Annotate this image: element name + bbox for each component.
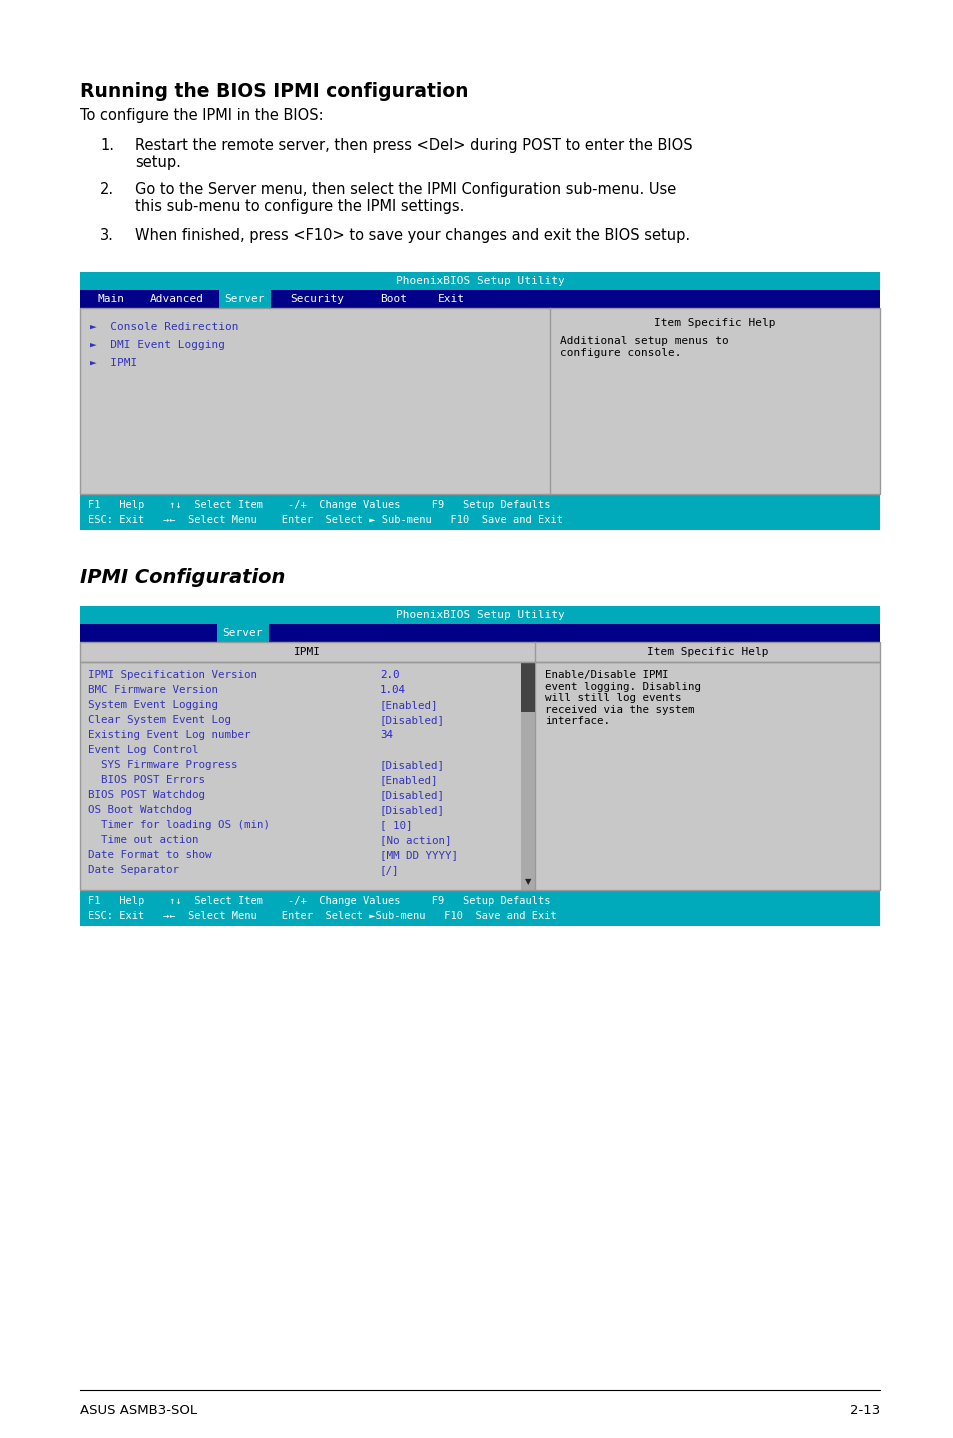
Text: Advanced: Advanced: [150, 293, 204, 303]
Text: Boot: Boot: [379, 293, 407, 303]
Text: Item Specific Help: Item Specific Help: [654, 318, 775, 328]
Text: Main: Main: [98, 293, 125, 303]
Text: Existing Event Log number: Existing Event Log number: [88, 731, 251, 741]
Text: 3.: 3.: [100, 229, 113, 243]
Text: [No action]: [No action]: [379, 835, 451, 846]
Text: F1   Help    ↑↓  Select Item    -/+  Change Values     F9   Setup Defaults: F1 Help ↑↓ Select Item -/+ Change Values…: [88, 500, 550, 510]
Text: F1   Help    ↑↓  Select Item    -/+  Change Values     F9   Setup Defaults: F1 Help ↑↓ Select Item -/+ Change Values…: [88, 896, 550, 906]
Text: IPMI Specification Version: IPMI Specification Version: [88, 670, 256, 680]
Text: Server: Server: [225, 293, 265, 303]
Text: Go to the Server menu, then select the IPMI Configuration sub-menu. Use
this sub: Go to the Server menu, then select the I…: [135, 183, 676, 214]
Bar: [80, 272, 879, 290]
Text: [Disabled]: [Disabled]: [379, 789, 444, 800]
Bar: [80, 605, 879, 624]
Text: BMC Firmware Version: BMC Firmware Version: [88, 684, 218, 695]
Text: [/]: [/]: [379, 866, 399, 874]
Text: [Enabled]: [Enabled]: [379, 700, 438, 710]
Bar: [80, 641, 879, 661]
Bar: [80, 495, 879, 531]
Text: BIOS POST Errors: BIOS POST Errors: [88, 775, 205, 785]
Text: ►  DMI Event Logging: ► DMI Event Logging: [90, 339, 225, 349]
Text: ▼: ▼: [524, 877, 531, 886]
Text: Server: Server: [222, 628, 263, 638]
Text: Security: Security: [290, 293, 344, 303]
Text: To configure the IPMI in the BIOS:: To configure the IPMI in the BIOS:: [80, 108, 323, 124]
Text: 2-13: 2-13: [849, 1403, 879, 1416]
Bar: [80, 290, 879, 308]
Text: When finished, press <F10> to save your changes and exit the BIOS setup.: When finished, press <F10> to save your …: [135, 229, 689, 243]
Text: PhoenixBIOS Setup Utility: PhoenixBIOS Setup Utility: [395, 610, 564, 620]
Bar: [219, 290, 271, 308]
Text: Event Log Control: Event Log Control: [88, 745, 198, 755]
Text: 2.0: 2.0: [379, 670, 399, 680]
Bar: [216, 624, 269, 641]
Bar: [80, 308, 879, 495]
Text: Date Format to show: Date Format to show: [88, 850, 212, 860]
Text: [Disabled]: [Disabled]: [379, 761, 444, 769]
Text: IPMI Configuration: IPMI Configuration: [80, 568, 285, 587]
Text: IPMI: IPMI: [294, 647, 320, 657]
Bar: [80, 641, 879, 661]
Text: [MM DD YYYY]: [MM DD YYYY]: [379, 850, 457, 860]
Text: 1.: 1.: [100, 138, 113, 152]
Text: ►  IPMI: ► IPMI: [90, 358, 137, 368]
Text: SYS Firmware Progress: SYS Firmware Progress: [88, 761, 237, 769]
Text: Date Separator: Date Separator: [88, 866, 179, 874]
Text: [Disabled]: [Disabled]: [379, 805, 444, 815]
Text: System Event Logging: System Event Logging: [88, 700, 218, 710]
Text: Time out action: Time out action: [88, 835, 198, 846]
Text: Exit: Exit: [437, 293, 464, 303]
Text: ESC: Exit   →←  Select Menu    Enter  Select ► Sub-menu   F10  Save and Exit: ESC: Exit →← Select Menu Enter Select ► …: [88, 515, 562, 525]
Text: Restart the remote server, then press <Del> during POST to enter the BIOS
setup.: Restart the remote server, then press <D…: [135, 138, 692, 170]
Text: BIOS POST Watchdog: BIOS POST Watchdog: [88, 789, 205, 800]
Text: [Enabled]: [Enabled]: [379, 775, 438, 785]
Bar: [80, 308, 879, 495]
Bar: [520, 661, 535, 712]
Text: 2.: 2.: [100, 183, 114, 197]
Text: Item Specific Help: Item Specific Help: [646, 647, 767, 657]
Text: Timer for loading OS (min): Timer for loading OS (min): [88, 820, 270, 830]
Text: PhoenixBIOS Setup Utility: PhoenixBIOS Setup Utility: [395, 276, 564, 286]
Text: OS Boot Watchdog: OS Boot Watchdog: [88, 805, 192, 815]
Text: 34: 34: [379, 731, 393, 741]
Text: ►  Console Redirection: ► Console Redirection: [90, 322, 238, 332]
Text: 1.04: 1.04: [379, 684, 406, 695]
Text: Clear System Event Log: Clear System Event Log: [88, 715, 231, 725]
Text: [Disabled]: [Disabled]: [379, 715, 444, 725]
Bar: [520, 661, 535, 890]
Text: Additional setup menus to
configure console.: Additional setup menus to configure cons…: [559, 336, 728, 358]
Bar: [80, 661, 879, 890]
Text: [ 10]: [ 10]: [379, 820, 412, 830]
Bar: [80, 890, 879, 926]
Text: Enable/Disable IPMI
event logging. Disabling
will still log events
received via : Enable/Disable IPMI event logging. Disab…: [544, 670, 700, 726]
Text: Running the BIOS IPMI configuration: Running the BIOS IPMI configuration: [80, 82, 468, 101]
Bar: [80, 624, 879, 641]
Text: ESC: Exit   →←  Select Menu    Enter  Select ►Sub-menu   F10  Save and Exit: ESC: Exit →← Select Menu Enter Select ►S…: [88, 912, 557, 920]
Bar: [80, 661, 879, 890]
Text: ASUS ASMB3-SOL: ASUS ASMB3-SOL: [80, 1403, 197, 1416]
